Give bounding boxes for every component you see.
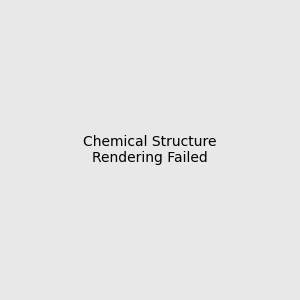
Text: Chemical Structure
Rendering Failed: Chemical Structure Rendering Failed xyxy=(83,135,217,165)
